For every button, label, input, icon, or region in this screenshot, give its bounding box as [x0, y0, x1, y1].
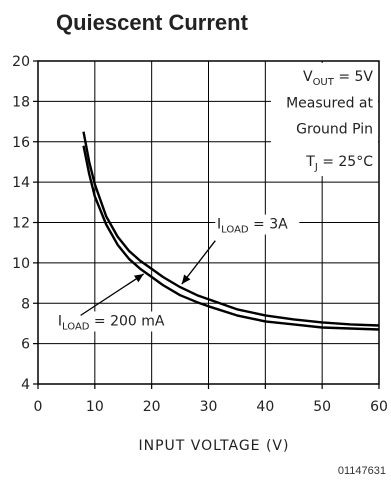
y-tick-label: 18	[12, 94, 30, 110]
arrow-3a-shaft	[181, 240, 216, 285]
grid	[38, 61, 379, 384]
condition-vout: VOUT = 5V	[303, 69, 373, 88]
arrow-200ma-head	[133, 273, 144, 283]
conditions-note: VOUT = 5V Measured at Ground Pin TJ = 25…	[286, 69, 373, 173]
y-tick-label: 16	[12, 135, 30, 151]
conditions-box	[271, 63, 378, 177]
x-axis-ticks: 0 10 20 30 40 50 60	[34, 384, 388, 415]
series-line-3a	[82, 131, 380, 327]
label-arrows	[80, 240, 216, 316]
arrow-200ma-shaft	[80, 273, 145, 316]
series-lines	[82, 131, 380, 331]
condition-ground-pin: Ground Pin	[296, 122, 373, 138]
x-tick-label: 0	[34, 399, 43, 415]
y-tick-label: 8	[21, 296, 30, 312]
y-tick-label: 20	[12, 54, 30, 70]
label-3a-box	[215, 214, 300, 235]
figure-code: 01147631	[338, 465, 386, 477]
plot-frame	[37, 60, 380, 385]
x-tick-label: 10	[86, 399, 104, 415]
y-tick-label: 6	[21, 337, 30, 353]
y-tick-label: 14	[12, 175, 30, 191]
x-tick-label: 20	[143, 399, 161, 415]
series-line-200ma	[82, 145, 380, 331]
x-axis-label: INPUT VOLTAGE (V)	[139, 438, 290, 454]
x-tick-label: 40	[256, 399, 274, 415]
y-tick-label: 10	[12, 256, 30, 272]
series-label-200ma: ILOAD = 200 mA	[58, 313, 165, 332]
condition-measured: Measured at	[286, 95, 373, 111]
chart-title: Quiescent Current	[56, 10, 249, 35]
arrow-3a-head	[181, 274, 191, 285]
y-tick-label: 12	[12, 216, 30, 232]
condition-tj: TJ = 25°C	[305, 154, 373, 173]
y-tick-label: 4	[21, 377, 30, 393]
x-tick-label: 60	[370, 399, 388, 415]
x-tick-label: 30	[200, 399, 218, 415]
label-200ma-box	[56, 311, 193, 332]
series-label-3a: ILOAD = 3A	[217, 217, 288, 236]
y-axis-ticks: 4 6 8 10 12 14 16 18 20	[12, 54, 38, 393]
x-tick-label: 50	[313, 399, 331, 415]
